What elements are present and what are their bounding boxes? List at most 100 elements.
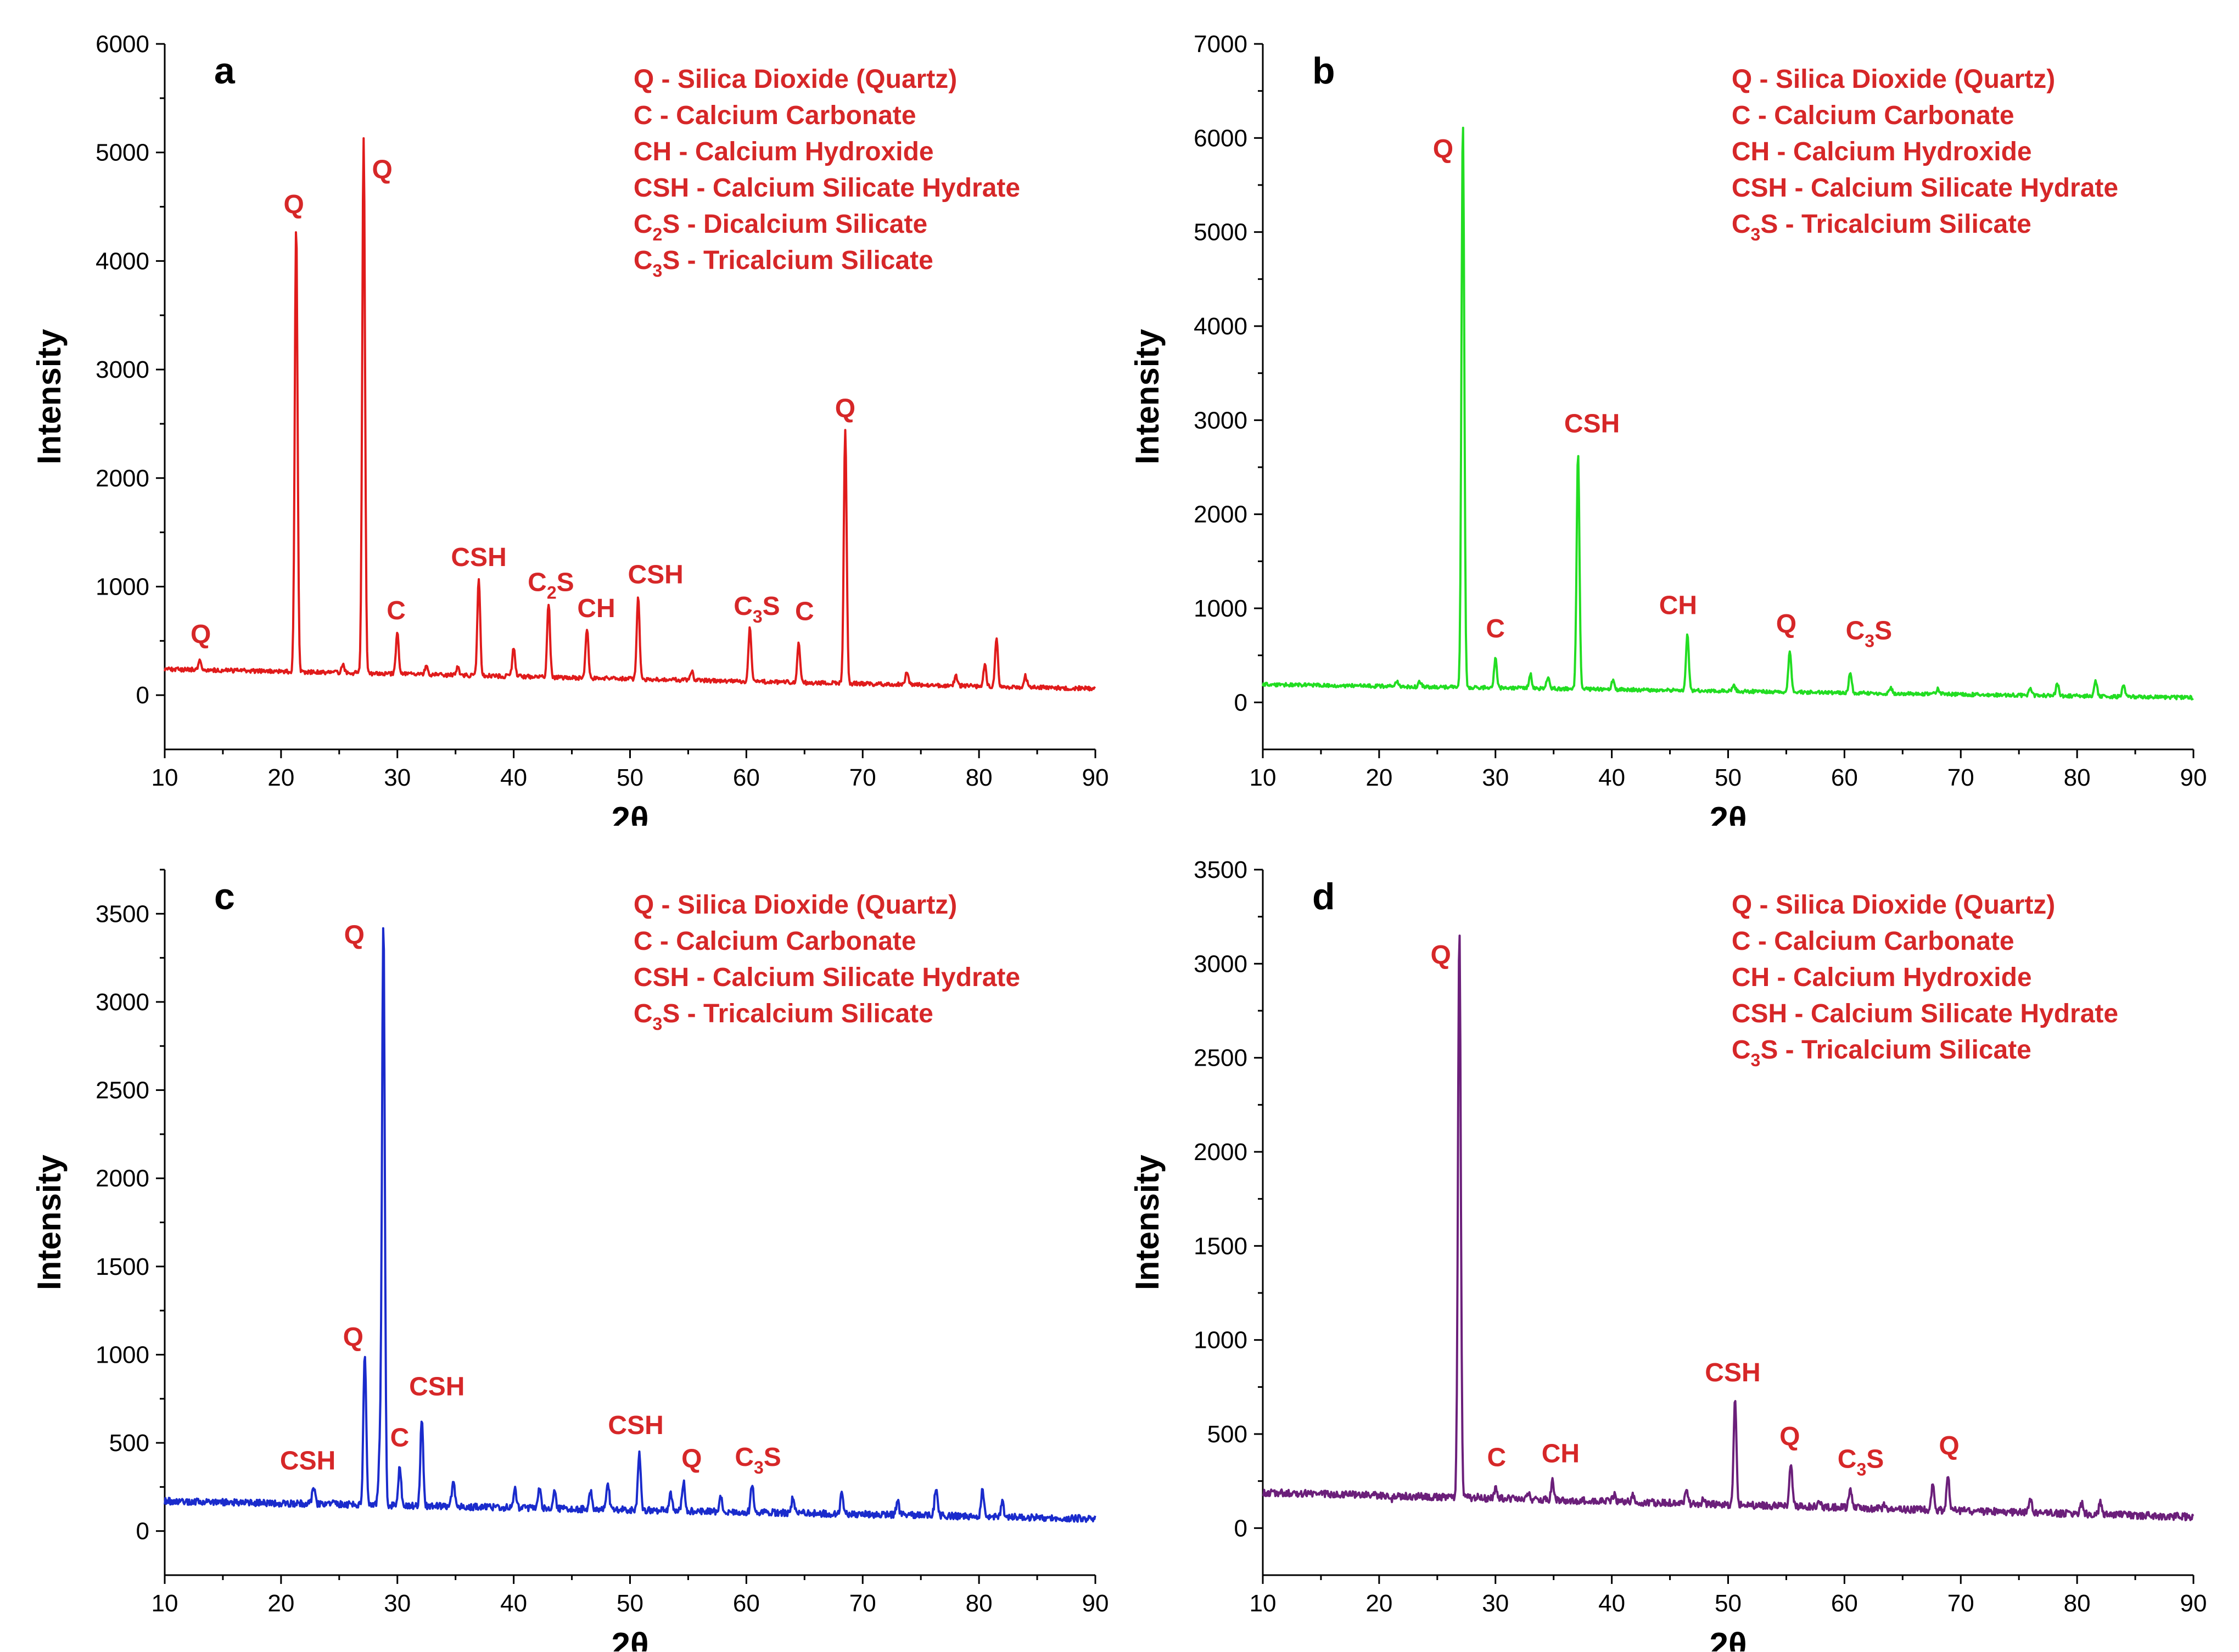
peak-label: CH [1659, 591, 1697, 620]
peak-label: C [1486, 614, 1505, 643]
legend-entry: C3S - Tricalcium Silicate [634, 999, 933, 1034]
y-tick-label: 0 [1234, 1515, 1247, 1542]
y-tick-label: 6000 [1194, 125, 1247, 152]
x-tick-label: 60 [1831, 764, 1858, 791]
y-tick-label: 2000 [96, 465, 149, 492]
y-tick-label: 1500 [1194, 1233, 1247, 1259]
peak-label: CSH [1564, 410, 1620, 439]
xrd-panel-a: 0 1000 2000 3000 4000 5000 6000 10 20 30 40 50 60 70 8… [0, 0, 1120, 826]
legend-entry: C - Calcium Carbonate [634, 927, 916, 956]
x-tick-label: 50 [617, 1590, 643, 1617]
peak-label: Q [1433, 135, 1453, 164]
x-tick-label: 90 [2180, 1590, 2207, 1617]
peak-label: Q [1430, 940, 1451, 970]
legend-entry: Q - Silica Dioxide (Quartz) [634, 891, 957, 920]
y-tick-label: 1000 [1194, 1327, 1247, 1354]
peak-label: Q [343, 1323, 363, 1352]
x-tick-label: 50 [1715, 1590, 1742, 1617]
legend-entry: Q - Silica Dioxide (Quartz) [1732, 891, 2055, 920]
peak-label: C3S [734, 592, 780, 626]
peak-label: Q [344, 921, 365, 950]
y-tick-label: 1000 [96, 1341, 149, 1368]
xrd-panel-b: 0 1000 2000 3000 4000 5000 6000 7000 10 20 30 40 50 6… [1098, 0, 2218, 826]
peak-label: C3S [1846, 617, 1892, 651]
diffraction-trace [164, 927, 1096, 1523]
x-tick-label: 20 [1365, 1590, 1392, 1617]
peak-label: C3S [1838, 1445, 1884, 1480]
x-tick-label: 30 [384, 1590, 411, 1617]
y-axis-title: Intensity [1129, 1155, 1166, 1290]
x-tick-label: 90 [1082, 1590, 1109, 1617]
y-tick-label: 7000 [1194, 31, 1247, 58]
legend-entry: Q - Silica Dioxide (Quartz) [634, 65, 957, 94]
y-tick-label: 5000 [1194, 219, 1247, 246]
peak-label: C [390, 1423, 410, 1452]
peak-label: C [1487, 1443, 1507, 1472]
x-tick-label: 50 [617, 764, 643, 791]
x-tick-label: 20 [267, 1590, 294, 1617]
legend-entry: CSH - Calcium Silicate Hydrate [1732, 999, 2118, 1028]
xrd-chart-d: 0 500 1000 1500 2000 2500 3000 3500 10 20 30 40 50 60… [1129, 856, 2207, 1651]
x-axis-title: 2θ [1710, 800, 1747, 826]
x-axis-title: 2θ [612, 800, 649, 826]
xrd-panel-d: 0 500 1000 1500 2000 2500 3000 3500 10 20 30 40 50 60… [1098, 826, 2218, 1651]
xrd-chart-a: 0 1000 2000 3000 4000 5000 6000 10 20 30 40 50 60 70 8… [31, 31, 1109, 826]
axis-frame [1262, 870, 2193, 1576]
peak-label: CH [577, 594, 615, 623]
panel-letter: d [1312, 876, 1335, 917]
peak-label: CH [1542, 1439, 1580, 1468]
y-axis-title: Intensity [31, 1155, 68, 1290]
x-tick-label: 70 [1947, 1590, 1974, 1617]
legend-entry: C - Calcium Carbonate [1732, 101, 2014, 130]
x-tick-label: 80 [2064, 1590, 2091, 1617]
peak-label: Q [1939, 1432, 1959, 1461]
legend-entry: C3S - Tricalcium Silicate [634, 246, 933, 281]
x-tick-label: 40 [1598, 764, 1625, 791]
diffraction-trace [1262, 934, 2195, 1521]
y-tick-label: 1500 [96, 1253, 149, 1280]
x-tick-label: 40 [500, 1590, 527, 1617]
x-tick-label: 30 [384, 764, 411, 791]
y-tick-label: 2000 [1194, 501, 1247, 528]
legend-entry: C2S - Dicalcium Silicate [634, 210, 927, 244]
x-tick-label: 10 [1250, 1590, 1277, 1617]
x-tick-label: 50 [1715, 764, 1742, 791]
y-tick-label: 0 [136, 682, 149, 709]
peak-label: C [795, 597, 814, 626]
peak-label: CSH [280, 1446, 335, 1475]
y-tick-label: 2000 [1194, 1139, 1247, 1166]
y-tick-label: 2500 [96, 1077, 149, 1104]
y-tick-label: 2000 [96, 1165, 149, 1192]
x-tick-label: 40 [500, 764, 527, 791]
y-tick-label: 3000 [96, 989, 149, 1016]
x-tick-label: 60 [733, 1590, 760, 1617]
x-tick-label: 90 [1082, 764, 1109, 791]
y-tick-label: 6000 [96, 31, 149, 58]
y-tick-label: 1000 [96, 573, 149, 600]
y-axis-title: Intensity [31, 329, 68, 464]
y-tick-label: 1000 [1194, 595, 1247, 622]
x-tick-label: 40 [1598, 1590, 1625, 1617]
peak-label: CSH [628, 561, 683, 590]
xrd-chart-b: 0 1000 2000 3000 4000 5000 6000 7000 10 20 30 40 50 6… [1129, 31, 2207, 826]
x-axis-title: 2θ [612, 1626, 649, 1651]
y-tick-label: 3500 [96, 900, 149, 927]
legend-entry: CH - Calcium Hydroxide [1732, 963, 2032, 992]
x-tick-label: 60 [1831, 1590, 1858, 1617]
panel-letter: b [1312, 50, 1335, 92]
legend-entry: C3S - Tricalcium Silicate [1732, 210, 2031, 244]
x-axis-title: 2θ [1710, 1626, 1747, 1651]
x-tick-label: 30 [1482, 1590, 1509, 1617]
peak-label: Q [835, 394, 855, 423]
x-tick-label: 60 [733, 764, 760, 791]
legend-entry: CH - Calcium Hydroxide [634, 137, 934, 166]
y-tick-label: 4000 [96, 248, 149, 275]
xrd-chart-c: 0 500 1000 1500 2000 2500 3000 3500 10 20 30 40 50 60… [31, 869, 1109, 1651]
x-tick-label: 30 [1482, 764, 1509, 791]
y-tick-label: 3000 [1194, 407, 1247, 434]
x-tick-label: 70 [849, 764, 876, 791]
legend-entry: CSH - Calcium Silicate Hydrate [634, 963, 1020, 992]
y-tick-label: 3500 [1194, 856, 1247, 883]
peak-label: Q [284, 190, 304, 219]
